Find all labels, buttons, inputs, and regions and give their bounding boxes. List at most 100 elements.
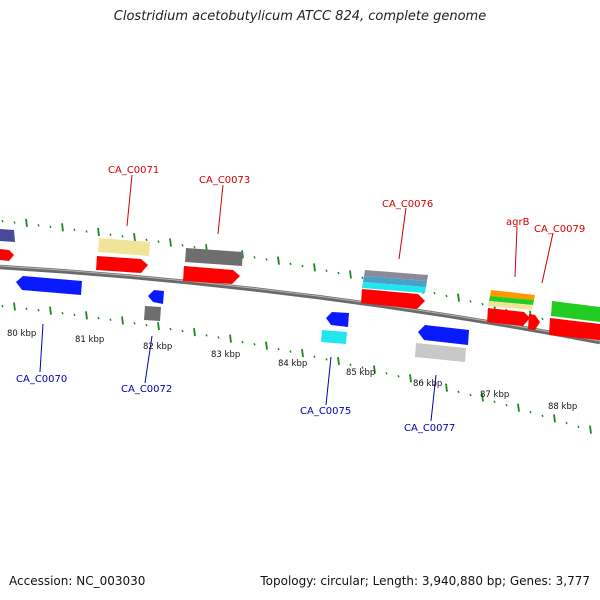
- gene-feature[interactable]: [16, 276, 82, 295]
- gene-feature[interactable]: [0, 229, 15, 242]
- major-tick: [313, 263, 316, 272]
- major-tick: [133, 232, 136, 242]
- scale-label: 83 kbp: [211, 350, 240, 360]
- minor-tick: [49, 225, 52, 229]
- genome-backbone-highlight: [0, 265, 600, 342]
- minor-tick: [205, 333, 208, 337]
- gene-feature[interactable]: [361, 289, 425, 309]
- forward-strand-genes: [0, 229, 600, 340]
- minor-tick: [61, 311, 64, 315]
- gene-feature[interactable]: [528, 314, 540, 330]
- gene-label-ca-c0070[interactable]: CA_C0070: [16, 374, 67, 385]
- minor-tick: [493, 400, 496, 404]
- minor-tick: [241, 340, 244, 344]
- gene-label-ca-c0072[interactable]: CA_C0072: [121, 384, 172, 395]
- minor-tick: [505, 403, 508, 407]
- gene-feature[interactable]: [183, 266, 240, 284]
- minor-tick: [385, 372, 388, 375]
- minor-tick: [25, 307, 28, 311]
- minor-tick: [253, 342, 256, 346]
- minor-tick: [169, 327, 172, 331]
- gene-feature[interactable]: [549, 318, 600, 340]
- genome-backbone: [0, 264, 600, 345]
- inner-scale-ticks: [1, 302, 592, 434]
- minor-tick: [541, 414, 544, 418]
- minor-tick: [157, 240, 160, 243]
- gene-feature[interactable]: [364, 270, 428, 281]
- label-connectors: [39, 174, 554, 422]
- gene-label-ca-c0073[interactable]: CA_C0073: [199, 175, 250, 186]
- minor-tick: [97, 316, 100, 320]
- gene-label-ca-c0077[interactable]: CA_C0077: [404, 423, 455, 434]
- minor-tick: [469, 300, 472, 303]
- minor-tick: [133, 321, 136, 325]
- gene-label-ca-c0075[interactable]: CA_C0075: [300, 406, 351, 417]
- major-tick: [157, 321, 160, 331]
- gene-feature[interactable]: [415, 343, 466, 362]
- minor-tick: [457, 390, 460, 394]
- scale-label: 82 kbp: [143, 342, 172, 352]
- gene-feature[interactable]: [488, 301, 533, 310]
- gene-feature[interactable]: [185, 248, 243, 266]
- minor-tick: [13, 221, 16, 224]
- gene-feature[interactable]: [98, 238, 150, 256]
- gene-feature[interactable]: [418, 325, 469, 345]
- gene-feature[interactable]: [487, 308, 530, 326]
- gene-feature[interactable]: [489, 296, 534, 305]
- gene-label-agrb[interactable]: agrB: [506, 217, 530, 228]
- minor-tick: [73, 313, 76, 317]
- gene-feature[interactable]: [148, 290, 164, 304]
- reverse-labels: CA_C0070 CA_C0072 CA_C0075 CA_C0077: [16, 374, 455, 434]
- gene-feature[interactable]: [321, 330, 347, 344]
- minor-tick: [109, 233, 112, 236]
- gene-feature[interactable]: [326, 312, 349, 327]
- gene-label-ca-c0079[interactable]: CA_C0079: [534, 224, 585, 235]
- minor-tick: [109, 318, 112, 322]
- major-tick: [337, 356, 340, 366]
- gene-feature[interactable]: [363, 276, 427, 287]
- scale-label: 86 kbp: [413, 379, 442, 389]
- major-tick: [349, 270, 352, 279]
- scale-label: 85 kbp: [346, 368, 375, 378]
- major-tick: [409, 374, 412, 383]
- minor-tick: [481, 302, 484, 306]
- minor-tick: [265, 258, 268, 261]
- minor-tick: [529, 410, 532, 414]
- minor-tick: [85, 230, 88, 233]
- major-tick: [49, 306, 52, 315]
- major-tick: [61, 223, 64, 232]
- gene-feature[interactable]: [490, 290, 535, 300]
- minor-tick: [145, 323, 148, 327]
- minor-tick: [445, 294, 448, 298]
- scale-label: 88 kbp: [548, 402, 577, 412]
- minor-tick: [337, 271, 340, 275]
- gene-label-ca-c0076[interactable]: CA_C0076: [382, 199, 433, 210]
- minor-tick: [37, 224, 40, 227]
- scale-label: 81 kbp: [75, 335, 104, 345]
- minor-tick: [313, 355, 316, 359]
- gene-label-ca-c0071[interactable]: CA_C0071: [108, 165, 159, 176]
- major-tick: [121, 316, 124, 325]
- minor-tick: [541, 317, 544, 321]
- minor-tick: [361, 366, 364, 369]
- minor-tick: [469, 393, 472, 397]
- gene-feature[interactable]: [362, 282, 426, 293]
- minor-tick: [37, 308, 40, 312]
- minor-tick: [181, 244, 184, 247]
- major-tick: [85, 311, 88, 320]
- topology-text: Topology: circular; Length: 3,940,880 bp…: [260, 574, 590, 588]
- scale-labels: 80 kbp 81 kbp 82 kbp 83 kbp 84 kbp 85 kb…: [7, 329, 577, 412]
- gene-feature[interactable]: [96, 256, 148, 273]
- gene-feature[interactable]: [144, 306, 161, 321]
- gene-feature[interactable]: [0, 249, 14, 261]
- minor-tick: [325, 269, 328, 272]
- minor-tick: [193, 245, 196, 249]
- minor-tick: [349, 363, 352, 367]
- scale-label: 87 kbp: [480, 390, 509, 400]
- minor-tick: [289, 262, 292, 266]
- gene-feature[interactable]: [551, 301, 600, 322]
- minor-tick: [361, 276, 364, 280]
- minor-tick: [565, 421, 568, 425]
- major-tick: [481, 393, 484, 402]
- minor-tick: [217, 336, 220, 339]
